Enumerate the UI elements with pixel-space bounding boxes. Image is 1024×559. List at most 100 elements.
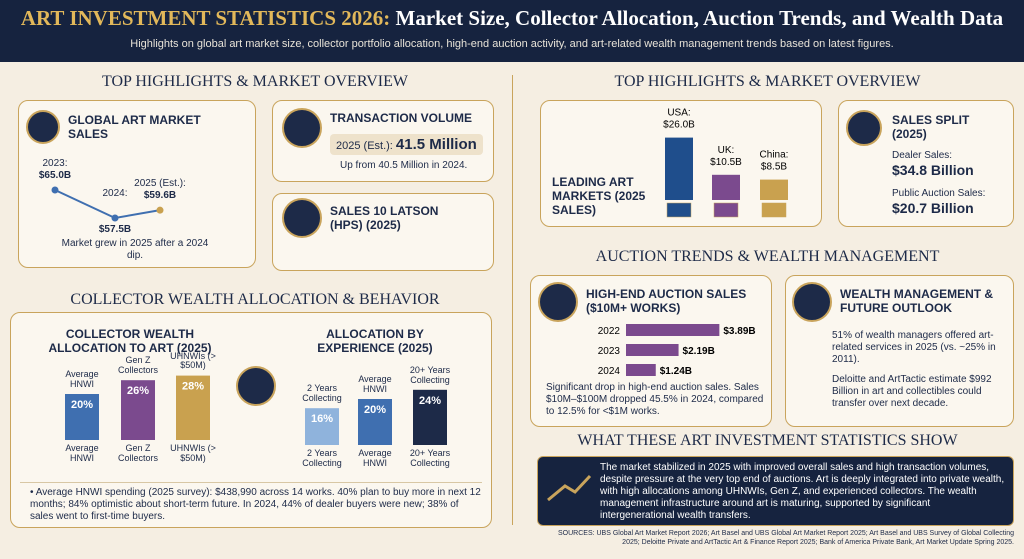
title-accent: ART INVESTMENT STATISTICS 2026: [20,6,391,30]
value-label: $8.5B [761,162,787,173]
category-label: UK: [718,145,735,156]
point [111,214,119,222]
value-label: 16% [311,413,333,425]
category-label: Average HNWI [65,443,99,463]
value-label: 28% [182,381,204,393]
sources: SOURCES: UBS Global Art Market Report 20… [558,530,1014,546]
bar [121,380,155,440]
point [51,186,59,194]
flag [761,202,787,218]
category-label: UHNWIs (> $50M) [170,350,216,371]
note: Up from 40.5 Million in 2024. [340,160,468,171]
header: ART INVESTMENT STATISTICS 2026: Market S… [0,0,1024,62]
value-label: $2.19B [683,346,715,357]
category-label: Gen Z Collectors [117,355,158,376]
card-title: HIGH-END AUCTION SALES ($10M+ WORKS) [586,287,747,315]
bullet-text: Average HNWI spending (2025 survey): $43… [30,487,481,522]
icon [282,198,322,238]
category-label: 20+ Years Collecting [409,364,451,385]
chart-title: ALLOCATION BY EXPERIENCE (2025) [317,327,433,355]
card-title: LEADING ART MARKETS (2025 SALES) [552,175,646,217]
category-label: Average HNWI [358,374,392,394]
category-label: 2022 [598,326,621,337]
year-label: 2023: [42,158,68,170]
category-label: Average HNWI [358,448,392,468]
category-label: 2 Years Collecting [302,383,342,404]
section-heading: TOP HIGHLIGHTS & MARKET OVERVIEW [102,73,408,90]
bar [358,399,392,445]
section-heading: TOP HIGHLIGHTS & MARKET OVERVIEW [614,73,921,90]
summary-text: The market stabilized in 2025 with impro… [600,462,1005,521]
title-rest: Market Size, Collector Allocation, Aucti… [395,6,1004,30]
value-box: 2025 (Est.): 41.5 Million [330,134,483,155]
title: ART INVESTMENT STATISTICS 2026: Market S… [0,6,1024,31]
bar [65,394,99,440]
category-label: Gen Z Collectors [117,443,158,463]
bullet: • Average HNWI spending (2025 survey): $… [20,482,482,523]
label: Dealer Sales: [892,150,953,161]
value-label: $57.5B [98,224,132,235]
value-label: 26% [127,385,149,397]
wealth-item: Deloitte and ArtTactic estimate $992 Bil… [832,374,992,409]
label: 2025 (Est.): [336,140,393,152]
bar [626,344,679,356]
section-heading: WHAT THESE ART INVESTMENT STATISTICS SHO… [577,432,958,449]
value-label: $3.89B [723,326,755,337]
icon [236,366,276,406]
value-label: $10.5B [710,157,742,168]
card-title: TRANSACTION VOLUME [330,111,472,125]
icon [26,110,60,144]
card-title: SALES 10 LATSON (HPS) (2025) [330,204,439,232]
value: 41.5 Million [395,136,477,153]
trend-icon [547,474,592,502]
icon [282,108,322,148]
card-title: SALES SPLIT (2025) [892,113,970,141]
bar [626,324,720,336]
category-label: 2 Years Collecting [302,448,342,468]
value: $34.8 Billion [892,162,974,178]
summary-box [537,456,1014,526]
value-label: 20% [71,399,93,411]
icon [538,282,578,322]
section-heading: COLLECTOR WEALTH ALLOCATION & BEHAVIOR [70,291,440,308]
note: Significant drop in high-end auction sal… [546,382,764,417]
icon [846,110,882,146]
category-label: Average HNWI [65,369,99,389]
bar [760,179,788,200]
year-label: 2024: [102,188,128,199]
category-label: 2023 [598,346,621,357]
bar [305,408,339,445]
flag [666,202,692,218]
note: Market grew in 2025 after a 2024 dip. [61,238,209,261]
year-label: 2025 (Est.): [134,178,186,190]
icon [792,282,832,322]
card-title: WEALTH MANAGEMENT & FUTURE OUTLOOK [840,287,994,315]
bar [712,174,740,200]
point [156,206,164,214]
value-label: $59.6B [143,190,177,202]
value-label: $26.0B [663,120,695,131]
chart-title: COLLECTOR WEALTH ALLOCATION TO ART (2025… [48,327,212,355]
category-label: USA: [667,108,690,119]
divider [512,75,513,525]
wealth-item: 51% of wealth managers offered art-relat… [832,330,996,365]
category-label: China: [760,150,789,161]
label: Public Auction Sales: [892,188,986,199]
card-title: GLOBAL ART MARKET SALES [68,113,201,141]
value-label: 20% [364,404,386,416]
value-label: $1.24B [660,366,692,377]
bar [626,364,656,376]
category-label: 2024 [598,366,621,377]
bar [413,389,447,445]
value-label: $65.0B [38,170,72,182]
category-label: UHNWIs (> $50M) [170,443,216,463]
value: $20.7 Billion [892,200,974,216]
value-label: 24% [419,395,441,407]
bar [665,137,693,200]
category-label: 20+ Years Collecting [409,448,451,468]
subtitle: Highlights on global art market size, co… [130,38,894,50]
section-heading: AUCTION TRENDS & WEALTH MANAGEMENT [595,248,940,265]
flag [713,202,739,218]
